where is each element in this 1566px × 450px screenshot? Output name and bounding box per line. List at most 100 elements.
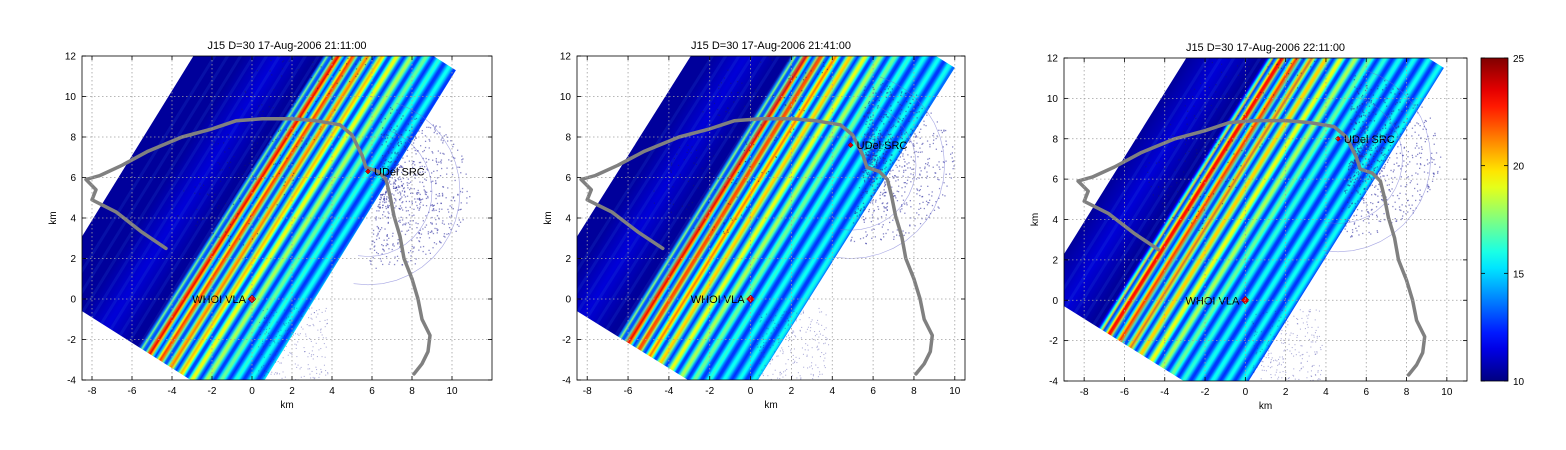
x-tick-label: 0 [249, 386, 255, 397]
x-tick-label: -4 [168, 386, 177, 397]
grid [1064, 58, 1467, 381]
x-tick-label: -4 [664, 386, 673, 397]
x-tick-label: -2 [1201, 387, 1210, 398]
site-marker [247, 294, 257, 304]
x-tick-label: 10 [1441, 387, 1453, 398]
colorbar-tick-label: 10 [1513, 377, 1525, 388]
x-tick-label: 6 [1363, 387, 1369, 398]
chart-title: J15 D=30 17-Aug-2006 21:11:00 [207, 40, 366, 52]
y-tick-label: -4 [1049, 377, 1058, 388]
y-tick-label: -2 [562, 335, 571, 346]
coastline [579, 117, 935, 376]
x-axis-label: km [280, 400, 293, 411]
x-tick-label: 10 [949, 386, 961, 397]
site-label: UDel SRC [1344, 134, 1395, 146]
x-tick-label: 2 [289, 386, 295, 397]
y-tick-label: 8 [565, 133, 571, 144]
x-tick-label: -2 [208, 386, 217, 397]
y-tick-label: 12 [560, 52, 572, 63]
colorbar-tick-label: 25 [1513, 54, 1525, 65]
panel-3: WHOI VLA UDel SRC -8 -6 -4 -2 0 2 4 6 8 10 -4 -2 0 2 4 6 8… [1030, 42, 1468, 412]
y-tick-label: 6 [1052, 175, 1058, 186]
y-axis-label: km [543, 211, 554, 224]
y-tick-label: 0 [565, 295, 571, 306]
site-label: WHOI VLA [1186, 295, 1240, 307]
colorbar-gradient [1480, 57, 1509, 382]
y-tick-label: 12 [65, 52, 77, 63]
y-tick-label: 2 [70, 254, 76, 265]
x-tick-label: -6 [1120, 387, 1129, 398]
range-arc-2 [353, 102, 461, 286]
range-arc-2 [1323, 70, 1432, 253]
site-label: WHOI VLA [691, 294, 745, 306]
x-tick-label: 6 [369, 386, 375, 397]
chart-title: J15 D=30 17-Aug-2006 21:41:00 [691, 40, 851, 52]
colorbar-tick-label: 15 [1513, 269, 1525, 280]
y-tick-label: 12 [1047, 54, 1059, 65]
colorbar-tick-label: 20 [1513, 162, 1525, 173]
y-tick-label: 10 [65, 92, 77, 103]
coastline [1076, 118, 1427, 377]
y-tick-label: 6 [565, 173, 571, 184]
panel-1: WHOI VLA UDel SRC -8 -6 -4 -2 0 2 4 6 8 10 -4 -2 0 2 4 6 8… [48, 40, 493, 411]
y-tick-label: 8 [1052, 134, 1058, 145]
x-tick-label: -6 [128, 386, 137, 397]
x-tick-label: -8 [1080, 387, 1089, 398]
y-tick-label: 0 [70, 295, 76, 306]
x-axis-label: km [1259, 401, 1272, 412]
x-tick-label: -2 [705, 386, 714, 397]
coastline [84, 117, 432, 376]
y-tick-label: -2 [1049, 336, 1058, 347]
y-axis-label: km [1030, 213, 1041, 226]
x-tick-label: 2 [789, 386, 795, 397]
x-tick-label: -4 [1160, 387, 1169, 398]
y-tick-label: 4 [1052, 215, 1058, 226]
grid [82, 56, 492, 380]
x-tick-label: 8 [911, 386, 917, 397]
range-arc-1 [1327, 97, 1403, 224]
x-tick-label: 4 [829, 386, 835, 397]
panel-2: WHOI VLA UDel SRC -8 -6 -4 -2 0 2 4 6 8 10 -4 -2 0 2 4 6 8… [543, 40, 966, 411]
x-tick-label: 0 [1243, 387, 1249, 398]
x-tick-label: 4 [1323, 387, 1329, 398]
colorbar: 10 15 20 25 [1480, 54, 1525, 388]
x-tick-label: 6 [870, 386, 876, 397]
site-label: WHOI VLA [192, 294, 246, 306]
x-axis-label: km [764, 400, 777, 411]
x-tick-label: 2 [1283, 387, 1289, 398]
y-tick-label: 4 [565, 214, 571, 225]
radar-speckle [1145, 58, 1442, 381]
y-axis-label: km [48, 211, 59, 224]
x-tick-label: 8 [409, 386, 415, 397]
site-marker [365, 168, 371, 175]
y-tick-label: 6 [70, 173, 76, 184]
site-marker [746, 294, 755, 304]
x-tick-label: -8 [583, 386, 592, 397]
x-tick-label: 10 [446, 386, 458, 397]
x-tick-label: 0 [748, 386, 754, 397]
y-tick-label: 4 [70, 214, 76, 225]
y-tick-label: 10 [560, 92, 572, 103]
site-label: UDel SRC [374, 166, 425, 178]
chart-title: J15 D=30 17-Aug-2006 22:11:00 [1186, 42, 1345, 54]
y-tick-label: 2 [1052, 255, 1058, 266]
x-tick-label: 8 [1404, 387, 1410, 398]
y-tick-label: 8 [70, 133, 76, 144]
y-tick-label: -4 [562, 376, 571, 387]
x-tick-label: -6 [624, 386, 633, 397]
y-tick-label: 10 [1047, 94, 1059, 105]
y-tick-label: 0 [1052, 296, 1058, 307]
x-tick-label: 4 [329, 386, 335, 397]
grid [577, 56, 965, 380]
range-arc-2 [835, 76, 945, 259]
range-arc-1 [357, 129, 433, 257]
site-marker [1335, 135, 1341, 142]
y-tick-label: 2 [565, 254, 571, 265]
y-tick-label: -4 [67, 376, 76, 387]
site-marker [847, 142, 854, 149]
x-tick-label: -8 [88, 386, 97, 397]
site-label: UDel SRC [857, 140, 908, 152]
y-tick-label: -2 [67, 335, 76, 346]
